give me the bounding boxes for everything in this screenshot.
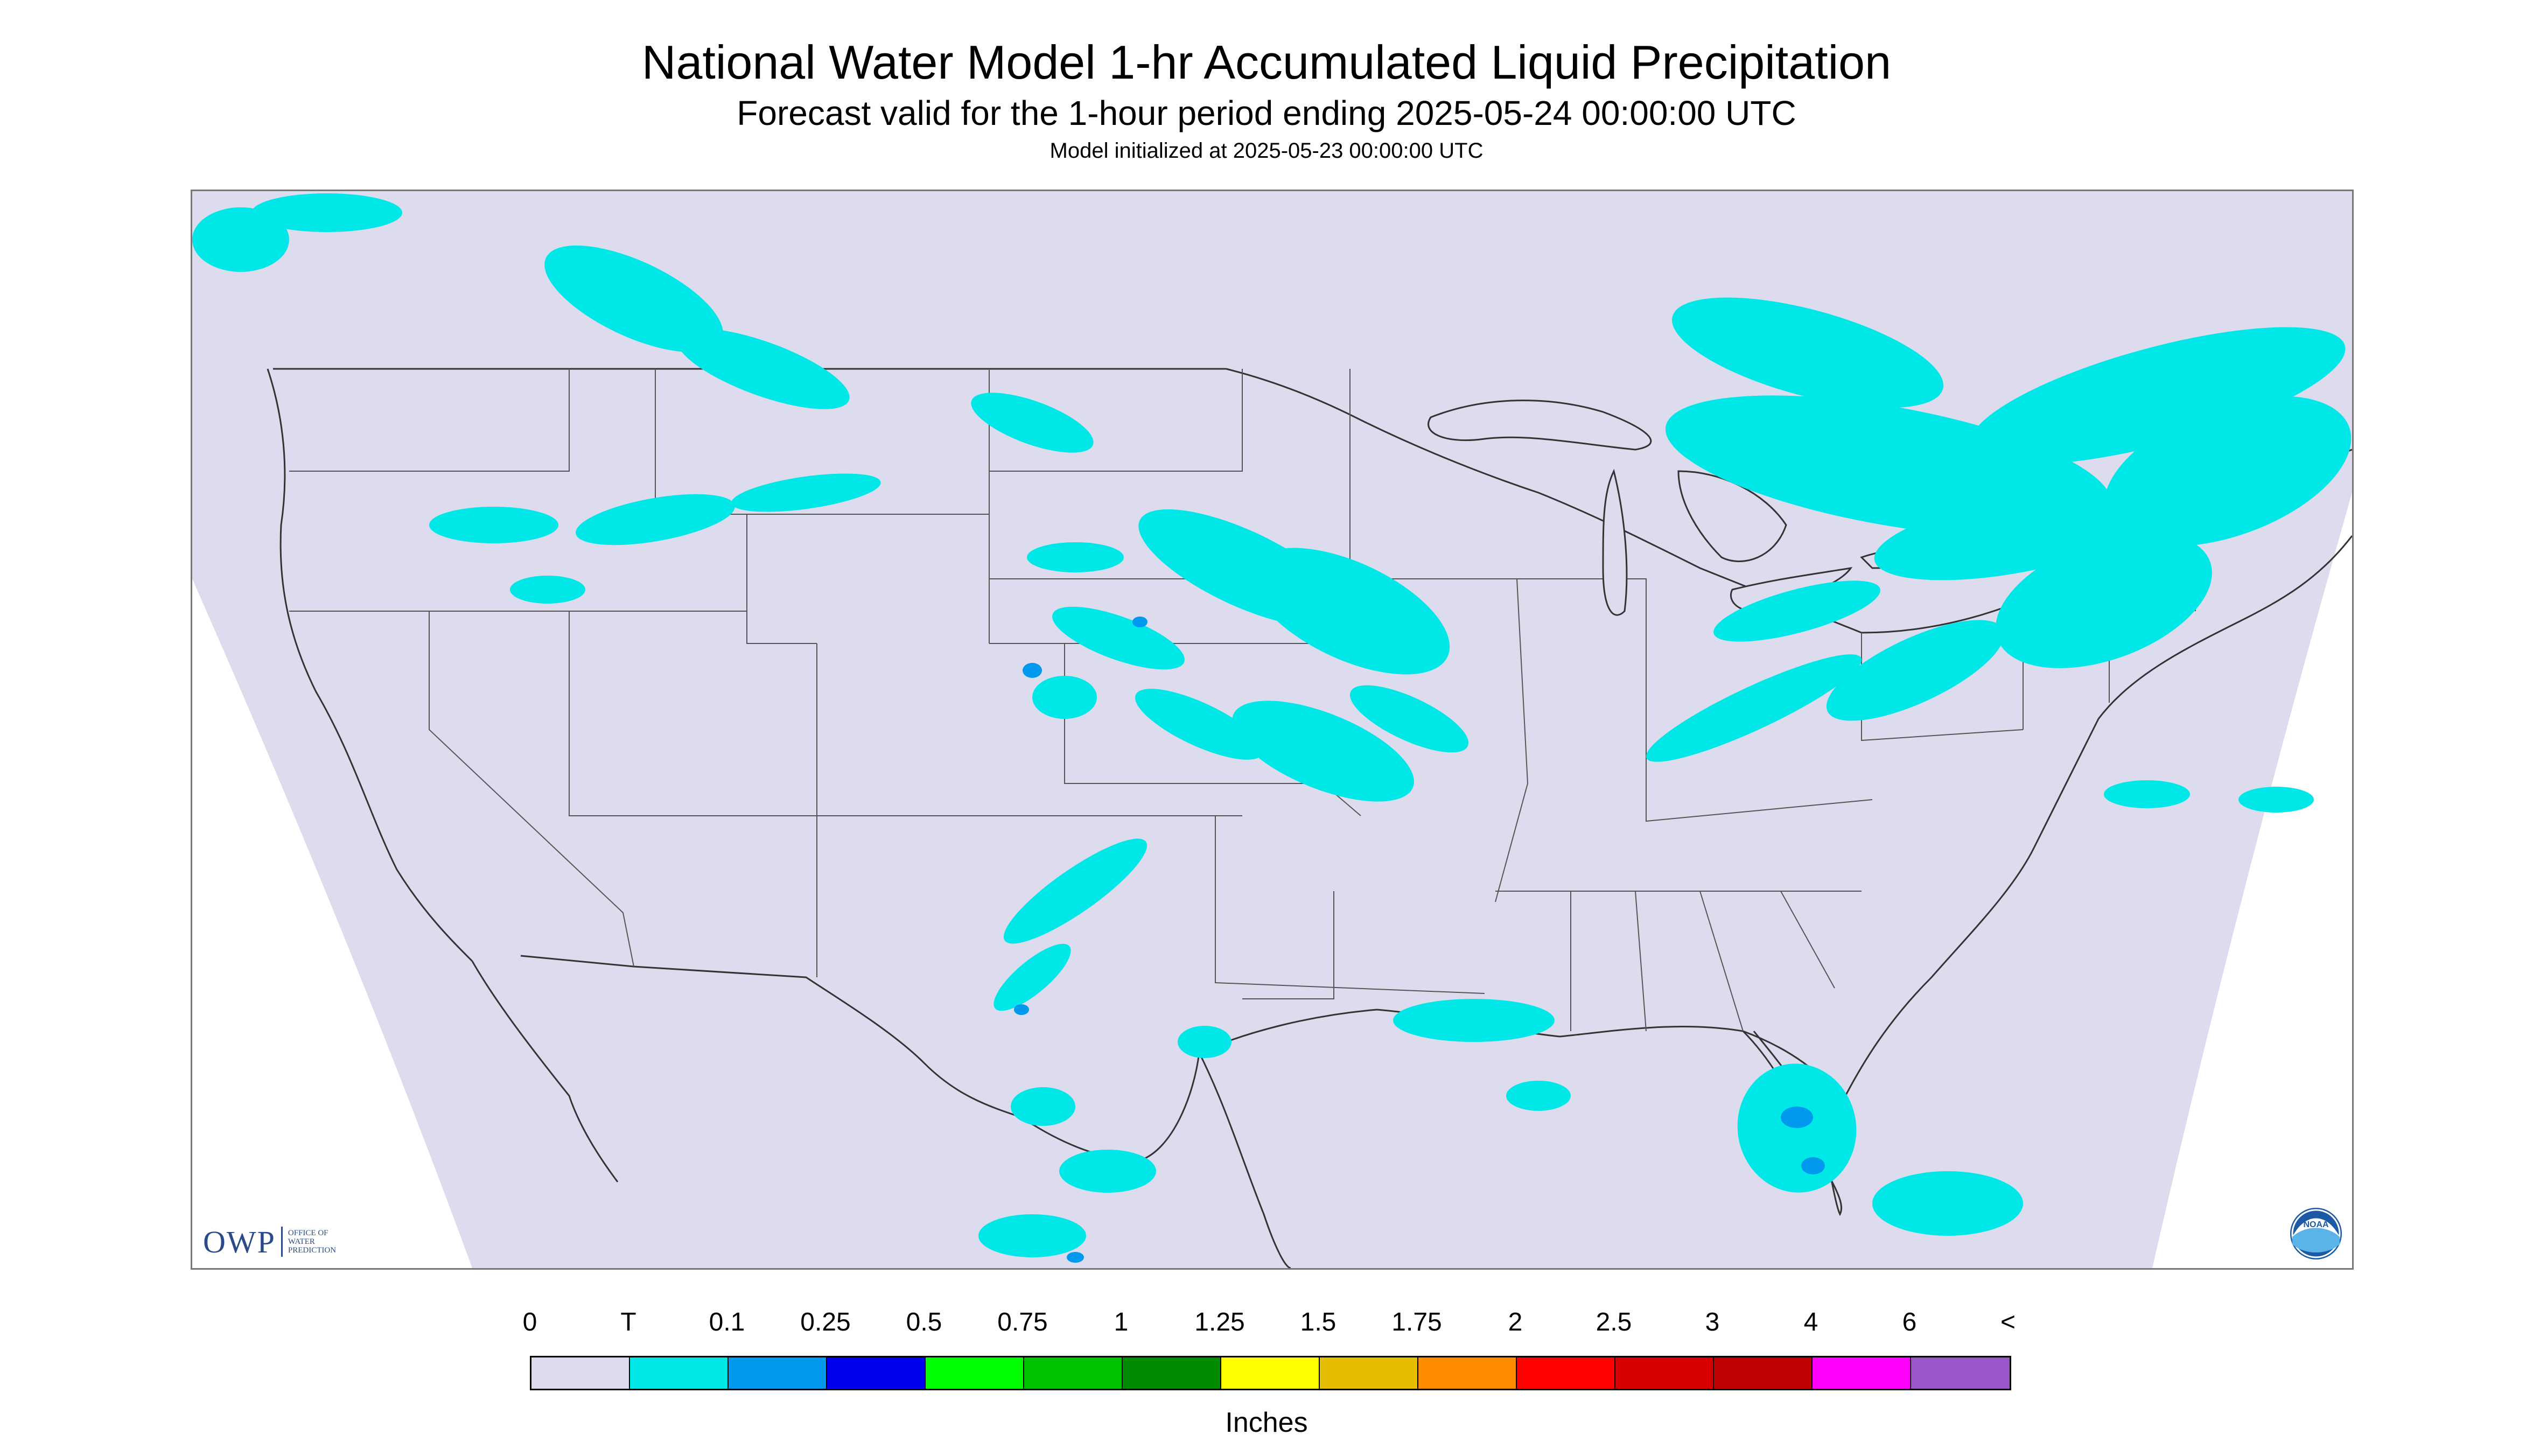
legend-swatch-13 bbox=[1813, 1357, 1911, 1389]
legend-label-10: 2 bbox=[1508, 1308, 1523, 1336]
model-init-time: Model initialized at 2025-05-23 00:00:00… bbox=[1049, 139, 1484, 163]
precip-texas-2 bbox=[1178, 1026, 1231, 1058]
precip-light-colorado bbox=[1023, 663, 1042, 678]
precip-iowa bbox=[1250, 548, 1450, 675]
precip-light-texas bbox=[1014, 1004, 1029, 1015]
map-canvas: OWP OFFICE OF WATER PREDICTION NOAA bbox=[192, 191, 2352, 1268]
legend-swatch-7 bbox=[1221, 1357, 1320, 1389]
precip-gulf bbox=[1506, 1081, 1571, 1111]
precip-new-england bbox=[1996, 533, 2212, 668]
legend-swatch-3 bbox=[827, 1357, 926, 1389]
noaa-logo: NOAA bbox=[2290, 1208, 2342, 1259]
legend-swatch-10 bbox=[1517, 1357, 1615, 1389]
legend-label-14: 6 bbox=[1902, 1308, 1917, 1336]
precip-wyoming bbox=[731, 473, 881, 512]
legend-label-12: 3 bbox=[1705, 1308, 1720, 1336]
precip-mexico-3 bbox=[978, 1214, 1086, 1257]
legend-swatch-14 bbox=[1911, 1357, 2010, 1389]
precip-montana-2 bbox=[676, 328, 850, 409]
legend-swatch-2 bbox=[729, 1357, 827, 1389]
precip-mexico-2 bbox=[1059, 1150, 1156, 1193]
legend-label-5: 0.75 bbox=[997, 1308, 1048, 1336]
noaa-text: NOAA bbox=[2303, 1220, 2329, 1229]
precip-light-mexico bbox=[1067, 1252, 1084, 1263]
legend-label-9: 1.75 bbox=[1391, 1308, 1442, 1336]
legend-swatch-8 bbox=[1320, 1357, 1418, 1389]
map-subtitle: Forecast valid for the 1-hour period end… bbox=[737, 94, 1796, 132]
legend-swatch-9 bbox=[1418, 1357, 1517, 1389]
precip-caribbean bbox=[1872, 1171, 2023, 1236]
precip-texas-1 bbox=[993, 943, 1071, 1011]
precipitation-map: OWP OFFICE OF WATER PREDICTION NOAA bbox=[191, 190, 2354, 1270]
precip-kansas-1 bbox=[1032, 676, 1097, 719]
legend-swatch-11 bbox=[1615, 1357, 1714, 1389]
precip-nebraska-2 bbox=[1052, 606, 1185, 670]
precip-atlantic-2 bbox=[2238, 787, 2314, 813]
precip-dakota-2 bbox=[1027, 542, 1124, 572]
precip-idaho bbox=[576, 494, 735, 545]
precip-light-florida-1 bbox=[1781, 1107, 1813, 1128]
precip-kansas-2 bbox=[1135, 689, 1264, 760]
legend-swatch-5 bbox=[1024, 1357, 1123, 1389]
legend-label-11: 2.5 bbox=[1596, 1308, 1632, 1336]
precip-louisiana bbox=[1393, 999, 1555, 1042]
legend-label-3: 0.25 bbox=[800, 1308, 851, 1336]
precip-new-york bbox=[1874, 491, 2151, 580]
legend-color-bar bbox=[530, 1356, 2011, 1390]
legend-swatch-1 bbox=[630, 1357, 729, 1389]
precip-dakota-1 bbox=[971, 393, 1094, 453]
legend-label-7: 1.25 bbox=[1194, 1308, 1245, 1336]
legend-label-13: 4 bbox=[1803, 1308, 1818, 1336]
precip-oregon bbox=[429, 507, 558, 543]
lake-superior bbox=[1428, 400, 1652, 451]
precip-oklahoma bbox=[1003, 838, 1147, 944]
legend-labels: 0 T 0.1 0.25 0.5 0.75 1 1.25 1.5 1.75 2 2.5 3 4 6 < bbox=[0, 1307, 2533, 1340]
legend-label-8: 1.5 bbox=[1300, 1308, 1337, 1336]
precip-quebec-2 bbox=[2104, 396, 2352, 547]
owp-wordmark: OFFICE OF WATER PREDICTION bbox=[288, 1229, 337, 1255]
precip-great-lakes-south bbox=[1713, 580, 1880, 642]
map-title: National Water Model 1-hr Accumulated Li… bbox=[641, 36, 1892, 89]
precip-missouri-1 bbox=[1232, 701, 1414, 802]
precip-light-florida-2 bbox=[1801, 1157, 1825, 1174]
precip-atlantic-1 bbox=[2104, 780, 2190, 808]
legend-swatch-12 bbox=[1714, 1357, 1813, 1389]
precip-light-nebraska bbox=[1132, 617, 1147, 627]
owp-separator bbox=[281, 1227, 283, 1257]
precip-montana-1 bbox=[544, 245, 723, 353]
precip-bc-coast bbox=[251, 193, 402, 232]
legend-label-0: 0 bbox=[522, 1308, 537, 1336]
precip-light-areas bbox=[1014, 617, 1825, 1263]
precip-ohio-valley bbox=[1646, 654, 1862, 762]
legend-units: Inches bbox=[1225, 1407, 1308, 1438]
precip-missouri-2 bbox=[1349, 685, 1469, 753]
baja-coast bbox=[471, 961, 619, 1182]
legend-label-2: 0.1 bbox=[709, 1308, 745, 1336]
precip-quebec-1 bbox=[1970, 327, 2346, 465]
legend-label-6: 1 bbox=[1114, 1308, 1129, 1336]
precip-mexico-1 bbox=[1011, 1087, 1075, 1126]
west-coast bbox=[267, 368, 473, 962]
precip-ontario-1 bbox=[1672, 297, 1943, 408]
precip-pennsylvania bbox=[1826, 620, 2005, 721]
precip-trace-areas bbox=[192, 193, 2352, 1257]
east-coast bbox=[1839, 535, 2352, 1107]
owp-logo: OWP OFFICE OF WATER PREDICTION bbox=[203, 1223, 353, 1261]
legend-label-15: < bbox=[2000, 1308, 2016, 1336]
legend-swatch-6 bbox=[1123, 1357, 1221, 1389]
gulf-coast bbox=[1199, 1009, 1841, 1107]
legend-label-1: T bbox=[620, 1308, 636, 1336]
owp-mark: OWP bbox=[203, 1224, 276, 1259]
mexico-gulf-coast bbox=[1198, 1052, 1291, 1268]
legend-swatch-0 bbox=[531, 1357, 630, 1389]
legend-label-4: 0.5 bbox=[906, 1308, 942, 1336]
legend-swatch-4 bbox=[926, 1357, 1024, 1389]
precip-ne-oregon bbox=[510, 576, 585, 604]
lake-michigan bbox=[1602, 468, 1628, 616]
